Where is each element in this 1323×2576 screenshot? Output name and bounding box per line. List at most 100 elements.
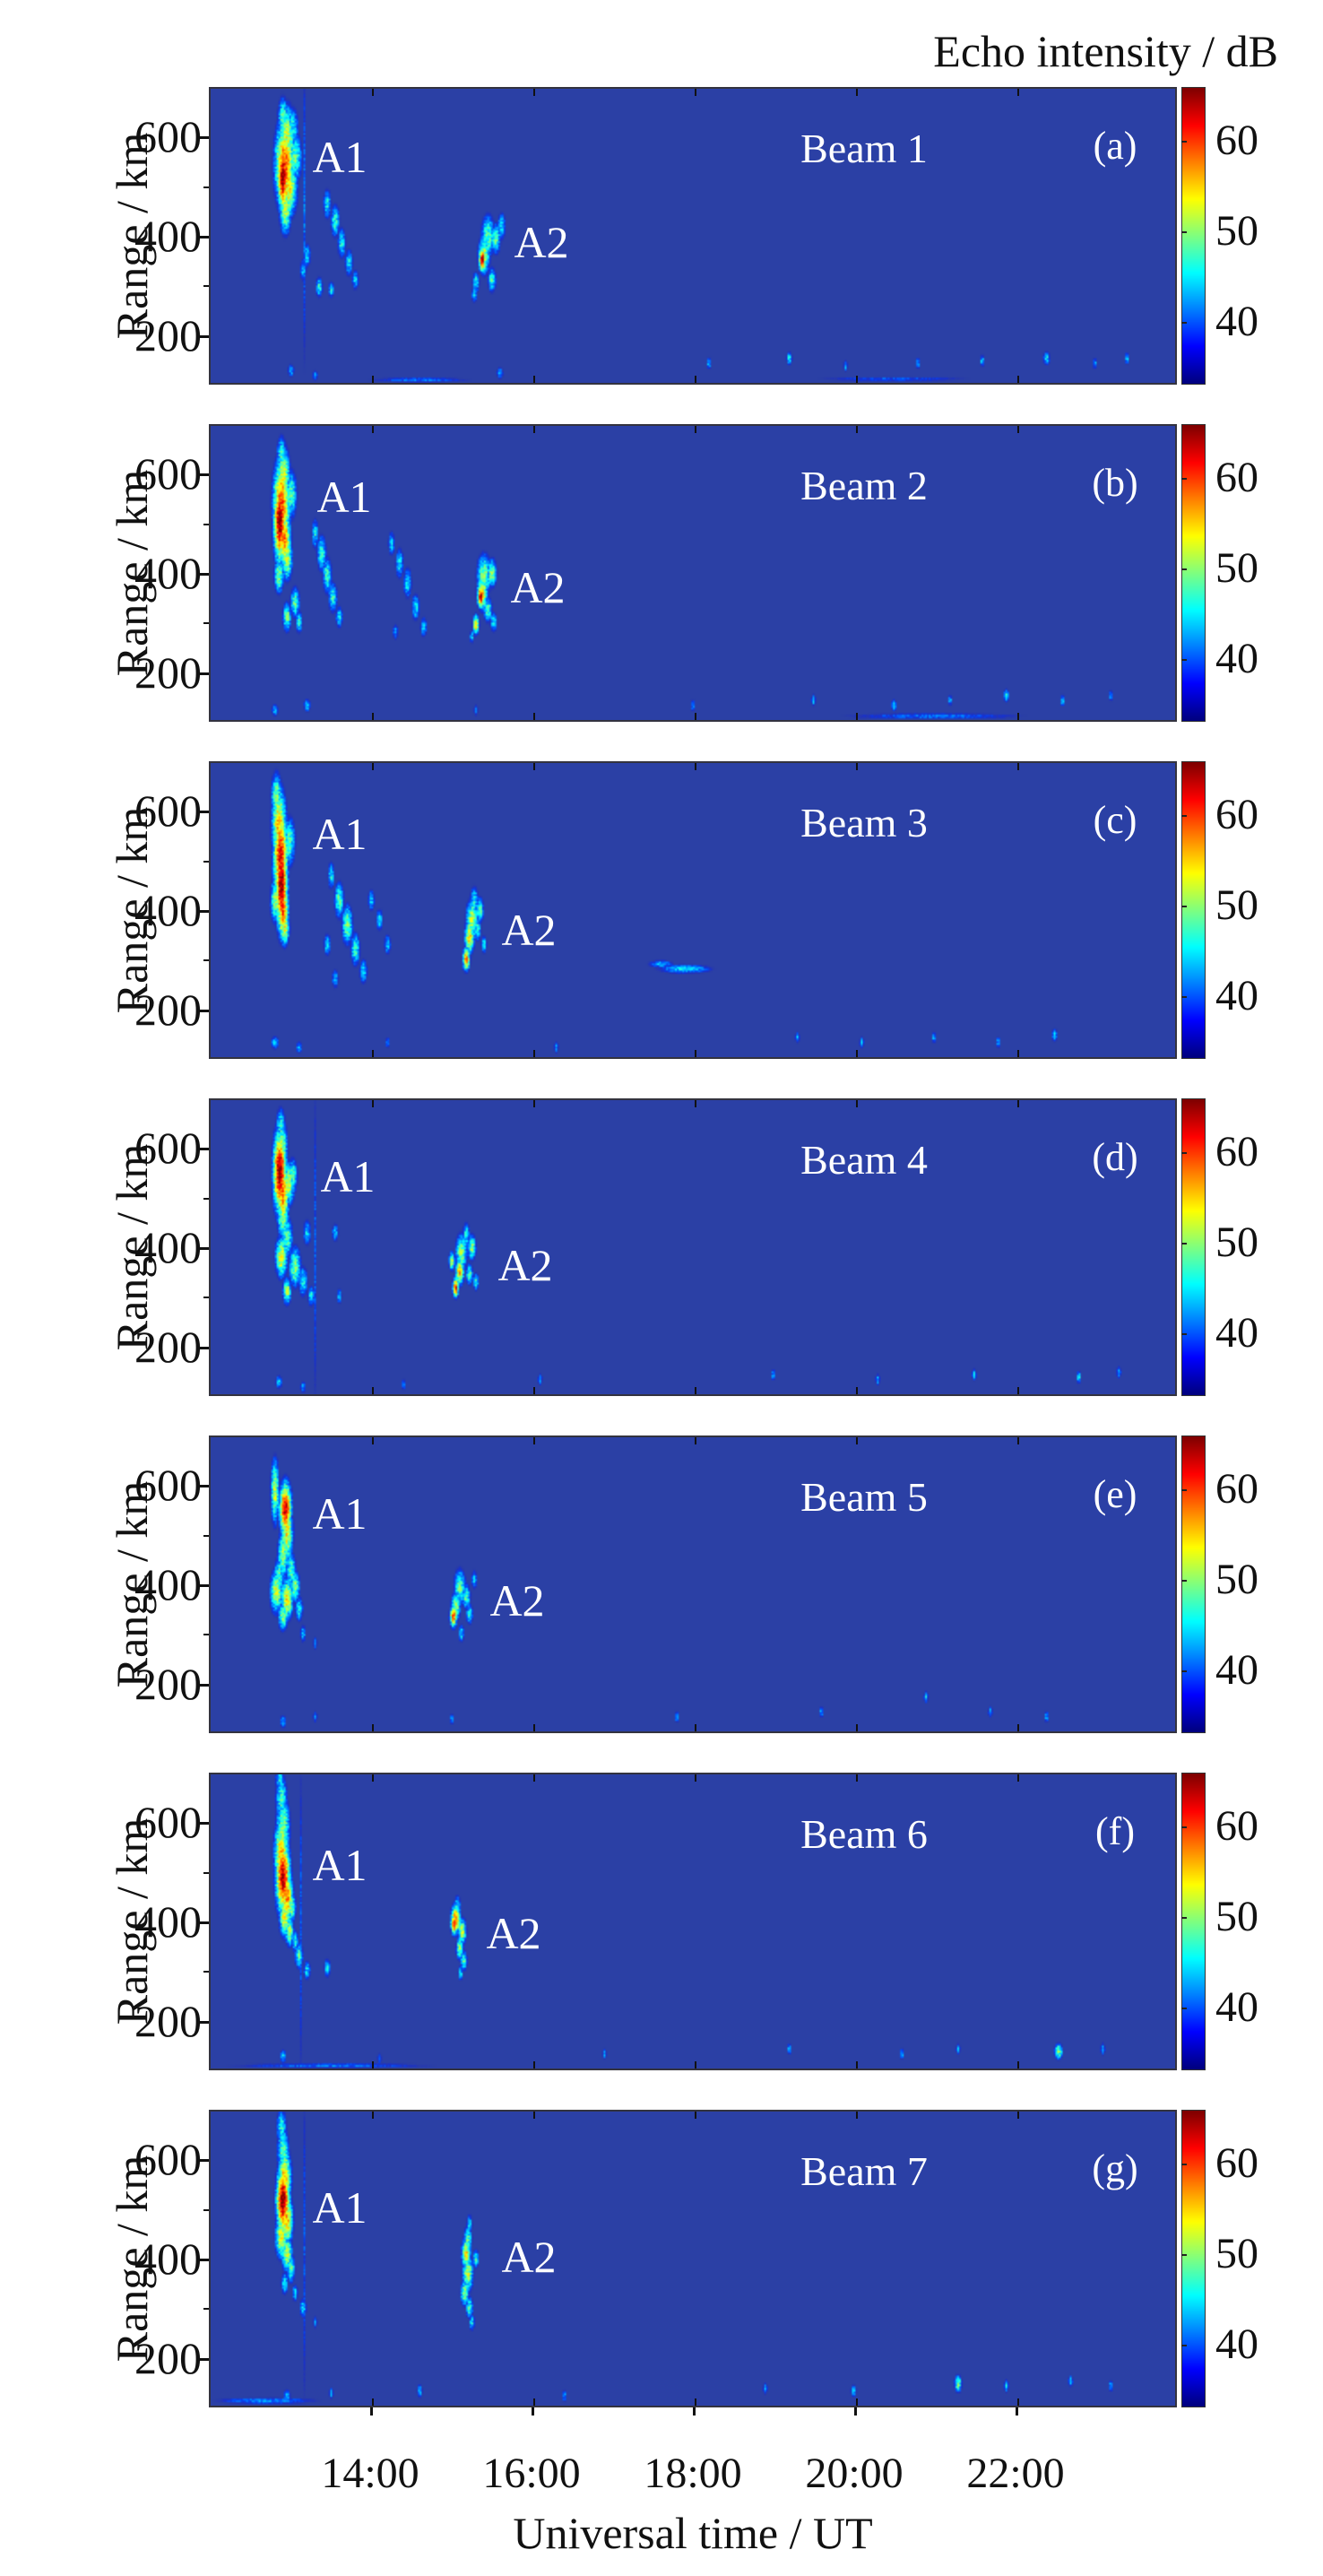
x-tick-mark [533,713,535,720]
x-tick-mark [856,1050,858,1057]
colorbar-tick-mark [1181,1489,1187,1491]
x-tick-mark [533,1050,535,1057]
y-minor-tick-mark [203,186,209,188]
x-axis-title: Universal time / UT [513,2508,873,2558]
x-tick-mark [695,426,696,433]
colorbar-tick-label: 50 [1215,1556,1258,1603]
x-tick-mark [1017,1774,1019,1782]
colorbar-tick-mark [1181,1243,1187,1245]
x-tick-mark [533,1437,535,1444]
x-tick-mark [1017,2398,1019,2406]
x-tick-mark [372,1774,374,1782]
colorbar [1181,2110,1206,2407]
y-tick-mark [200,1247,209,1250]
x-tick-mark [695,1724,696,1731]
x-tick-mark [372,713,374,720]
x-tick-mark [372,2112,374,2119]
x-tick-mark [372,763,374,770]
y-minor-tick-mark [203,2308,209,2310]
y-minor-tick-mark [203,1872,209,1874]
heatmap-canvas [211,1774,1175,2069]
x-tick-mark [1017,1387,1019,1394]
x-tick-label: 18:00 [644,2450,742,2497]
beam-label: Beam 2 [800,462,928,508]
x-axis-tick-mark [370,2407,373,2416]
x-tick-mark [856,2061,858,2069]
colorbar-tick-label: 40 [1215,1646,1258,1694]
panel-tag: (b) [1092,460,1138,505]
x-tick-mark [695,2112,696,2119]
x-tick-mark [856,1774,858,1782]
heatmap-panel-beam-2: Beam 2 (b) A1 A2 [209,424,1177,722]
x-axis-tick-mark [854,2407,857,2416]
x-tick-mark [856,2112,858,2119]
x-tick-mark [695,1437,696,1444]
beam-label: Beam 1 [800,125,928,171]
y-tick-mark [200,1010,209,1012]
colorbar-title: Echo intensity / dB [933,26,1278,76]
annotation-a2: A2 [510,561,566,612]
x-tick-mark [533,1774,535,1782]
colorbar-tick-label: 60 [1215,1802,1258,1850]
heatmap-canvas [211,763,1175,1057]
annotation-a1: A1 [320,1150,376,1201]
y-tick-mark [200,2021,209,2024]
annotation-a2: A2 [501,2231,557,2282]
x-tick-mark [372,376,374,383]
colorbar-tick-label: 60 [1215,791,1258,838]
x-tick-mark [533,426,535,433]
x-tick-mark [856,426,858,433]
y-minor-tick-mark [203,1535,209,1537]
x-tick-label: 22:00 [966,2450,1065,2497]
colorbar-tick-label: 50 [1215,1893,1258,1940]
colorbar-tick-mark [1181,141,1187,143]
annotation-a2: A2 [489,1574,545,1626]
beam-label: Beam 4 [800,1136,928,1183]
y-tick-mark [200,2358,209,2361]
x-tick-label: 20:00 [805,2450,904,2497]
x-tick-mark [1017,1050,1019,1057]
x-tick-mark [372,1050,374,1057]
y-tick-label: 600 [134,1460,202,1510]
heatmap-canvas [211,1100,1175,1394]
y-axis-title: Range / km [107,1817,157,2025]
x-axis-tick-mark [1016,2407,1018,2416]
y-minor-tick-mark [203,622,209,624]
colorbar [1181,87,1206,385]
x-axis-tick-mark [693,2407,696,2416]
x-tick-mark [695,1774,696,1782]
colorbar-tick-mark [1181,1333,1187,1335]
x-tick-mark [695,763,696,770]
x-tick-mark [372,2061,374,2069]
colorbar-tick-mark [1181,478,1187,480]
y-tick-label: 200 [134,647,202,698]
y-tick-mark [200,573,209,576]
x-tick-mark [856,1387,858,1394]
y-tick-label: 200 [134,1659,202,1709]
y-tick-mark [200,1684,209,1687]
heatmap-canvas [211,2112,1175,2406]
y-minor-tick-mark [203,1634,209,1635]
beam-label: Beam 6 [800,1810,928,1857]
y-tick-mark [200,1148,209,1150]
y-axis-title: Range / km [107,469,157,677]
y-minor-tick-mark [203,959,209,961]
panel-tag: (c) [1093,797,1137,842]
colorbar [1181,1773,1206,2070]
x-tick-mark [695,1387,696,1394]
x-tick-mark [1017,2112,1019,2119]
colorbar-tick-label: 60 [1215,1128,1258,1175]
x-tick-mark [856,376,858,383]
y-axis-title: Range / km [107,1480,157,1688]
y-tick-label: 600 [134,1797,202,1847]
colorbar-tick-mark [1181,2008,1187,2009]
annotation-a1: A1 [312,1487,368,1539]
x-tick-mark [533,89,535,96]
x-tick-mark [533,1724,535,1731]
colorbar [1181,1435,1206,1733]
colorbar-tick-mark [1181,1826,1187,1828]
colorbar-gradient [1182,762,1205,1058]
y-axis-title: Range / km [107,806,157,1014]
x-tick-mark [856,1100,858,1107]
y-tick-mark [200,335,209,338]
